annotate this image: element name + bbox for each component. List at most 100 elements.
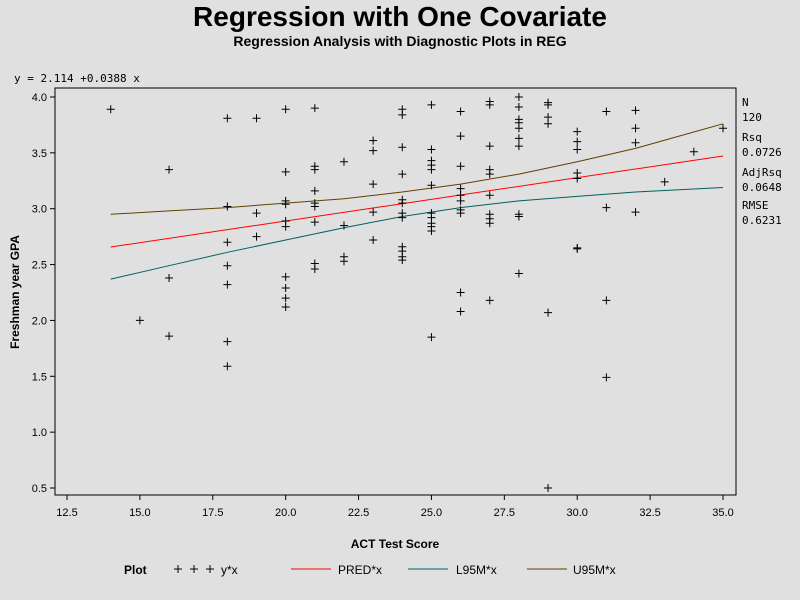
chart-subtitle: Regression Analysis with Diagnostic Plot… bbox=[233, 33, 567, 49]
stat-adjrsq-label: AdjRsq bbox=[742, 166, 782, 179]
data-point bbox=[281, 294, 290, 303]
x-tick-label: 22.5 bbox=[348, 507, 369, 519]
data-point bbox=[456, 288, 465, 297]
y-tick-label: 4.0 bbox=[32, 92, 47, 104]
data-point bbox=[369, 235, 378, 244]
stat-rsq-value: 0.0726 bbox=[742, 146, 782, 159]
data-point bbox=[514, 93, 523, 101]
y-tick-label: 0.5 bbox=[32, 483, 47, 495]
data-point bbox=[544, 119, 553, 128]
data-point bbox=[310, 265, 319, 274]
data-point bbox=[427, 181, 436, 190]
data-point bbox=[631, 124, 640, 133]
data-point bbox=[252, 232, 261, 241]
data-point bbox=[602, 373, 611, 382]
y-tick-label: 2.5 bbox=[32, 260, 47, 272]
legend: Plot y*x PRED*x L95M*x U95M*x bbox=[124, 563, 616, 577]
legend-label-u95m-x: U95M*x bbox=[573, 563, 616, 577]
data-point bbox=[281, 272, 290, 281]
data-point bbox=[369, 136, 378, 145]
data-point bbox=[456, 162, 465, 171]
stat-rsq-label: Rsq bbox=[742, 131, 762, 144]
y-tick-label: 3.5 bbox=[32, 148, 47, 160]
data-point bbox=[485, 100, 494, 109]
regression-equation: y = 2.114 +0.0388 x bbox=[14, 72, 140, 85]
data-point bbox=[514, 142, 523, 151]
data-point bbox=[310, 202, 319, 211]
data-point bbox=[398, 110, 407, 119]
data-point bbox=[456, 184, 465, 193]
data-point bbox=[544, 484, 553, 492]
data-point bbox=[602, 203, 611, 212]
legend-marker-icon bbox=[174, 565, 182, 573]
data-point bbox=[719, 124, 727, 133]
data-point bbox=[310, 165, 319, 174]
data-point bbox=[485, 191, 494, 200]
x-tick-label: 20.0 bbox=[275, 507, 296, 519]
data-point bbox=[456, 107, 465, 116]
data-point bbox=[281, 200, 290, 209]
data-point bbox=[485, 219, 494, 228]
axis-ticks: 12.5 15.0 17.5 20.0 22.5 25.0 27.5 30.0 32.5 35.0… bbox=[32, 92, 734, 519]
data-point bbox=[223, 280, 232, 289]
data-point bbox=[660, 177, 669, 186]
data-point bbox=[252, 209, 261, 218]
data-point bbox=[456, 196, 465, 205]
data-point bbox=[252, 114, 261, 123]
y-axis-label: Freshman year GPA bbox=[8, 235, 22, 349]
data-point bbox=[514, 103, 523, 112]
data-point bbox=[135, 316, 144, 325]
data-point bbox=[485, 296, 494, 305]
stat-rmse-value: 0.6231 bbox=[742, 214, 782, 227]
data-point bbox=[485, 142, 494, 151]
x-tick-label: 30.0 bbox=[567, 507, 588, 519]
data-point bbox=[631, 208, 640, 217]
y-tick-label: 1.0 bbox=[32, 427, 47, 439]
data-point bbox=[514, 134, 523, 143]
data-point bbox=[106, 105, 115, 114]
y-tick-label: 2.0 bbox=[32, 315, 47, 327]
x-axis-label: ACT Test Score bbox=[350, 537, 440, 551]
fit-lines bbox=[110, 123, 724, 280]
data-point bbox=[456, 307, 465, 316]
data-point bbox=[427, 145, 436, 154]
data-point bbox=[427, 165, 436, 174]
data-point bbox=[281, 167, 290, 176]
data-point bbox=[339, 157, 348, 166]
data-point bbox=[485, 170, 494, 179]
data-point bbox=[223, 202, 232, 211]
series-line-pred-x bbox=[110, 155, 724, 248]
stat-adjrsq-value: 0.0648 bbox=[742, 181, 782, 194]
stat-n-label: N bbox=[742, 96, 749, 109]
data-point bbox=[514, 124, 523, 133]
data-point bbox=[602, 296, 611, 305]
data-point bbox=[456, 132, 465, 141]
data-point bbox=[223, 337, 232, 346]
legend-label-pred-x: PRED*x bbox=[338, 563, 382, 577]
data-point bbox=[281, 105, 290, 114]
x-tick-label: 27.5 bbox=[494, 507, 515, 519]
data-point bbox=[165, 332, 174, 341]
plot-area-frame bbox=[54, 87, 737, 496]
data-point bbox=[165, 165, 174, 174]
y-tick-label: 1.5 bbox=[32, 371, 47, 383]
data-point bbox=[631, 106, 640, 115]
series-line-u95m-x bbox=[110, 123, 724, 215]
data-point bbox=[339, 257, 348, 266]
legend-label-l95m-x: L95M*x bbox=[456, 563, 497, 577]
data-point bbox=[398, 213, 407, 222]
data-point bbox=[573, 244, 582, 253]
data-point bbox=[427, 333, 436, 342]
data-point bbox=[310, 186, 319, 195]
data-point bbox=[223, 114, 232, 123]
x-tick-label: 32.5 bbox=[639, 507, 660, 519]
data-point bbox=[427, 227, 436, 236]
stat-rmse-label: RMSE bbox=[742, 199, 769, 212]
data-point bbox=[339, 221, 348, 230]
data-point bbox=[398, 256, 407, 265]
data-point bbox=[223, 238, 232, 247]
data-point bbox=[223, 261, 232, 270]
data-point bbox=[369, 180, 378, 189]
data-point bbox=[544, 308, 553, 317]
